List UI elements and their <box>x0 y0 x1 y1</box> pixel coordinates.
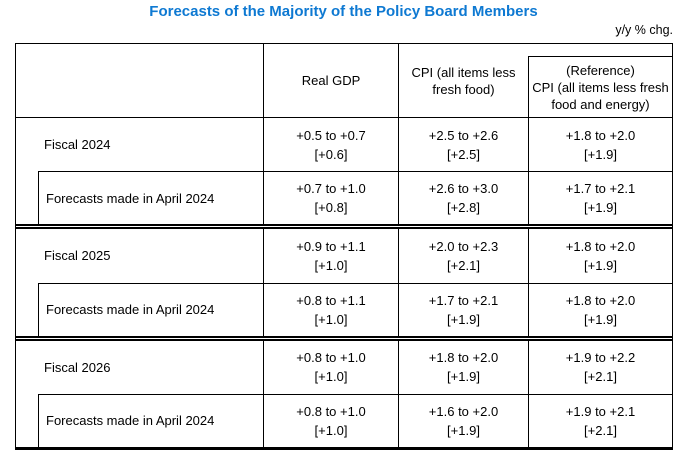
forecast-range: +2.0 to +2.3 <box>428 238 499 254</box>
forecast-range: +1.7 to +2.1 <box>428 292 499 308</box>
forecast-range: +1.9 to +2.2 <box>565 350 636 366</box>
forecast-cell-gdp: +0.9 to +1.1 [+1.0] <box>263 229 398 283</box>
forecast-range: +0.9 to +1.1 <box>296 238 366 254</box>
forecast-cell-gdp: +0.8 to +1.0 [+1.0] <box>263 340 398 394</box>
forecast-cell-gdp: +0.5 to +0.7 [+0.6] <box>263 118 398 172</box>
forecast-cell-reference: +1.9 to +2.1 [+2.1] <box>528 393 672 447</box>
april-forecast-row: Forecasts made in April 2024 +0.8 to +1.… <box>16 282 672 336</box>
fiscal-year-row: Fiscal 2024 +0.5 to +0.7 [+0.6] +2.5 to … <box>16 118 672 172</box>
forecast-range: +1.8 to +2.0 <box>565 238 636 254</box>
forecast-cell-reference: +1.7 to +2.1 [+1.9] <box>528 171 672 225</box>
april-forecast-label-cell: Forecasts made in April 2024 <box>16 282 263 336</box>
header-reference-line1: (Reference) <box>566 62 635 78</box>
april-forecast-row: Forecasts made in April 2024 +0.8 to +1.… <box>16 393 672 447</box>
fiscal-year-row: Fiscal 2025 +0.9 to +1.1 [+1.0] +2.0 to … <box>16 229 672 283</box>
header-cpi: CPI (all items less fresh food) <box>398 44 528 117</box>
forecast-range: +1.8 to +2.0 <box>565 127 636 143</box>
forecast-median: [+0.8] <box>314 200 348 216</box>
forecast-cell-reference: +1.8 to +2.0 [+1.9] <box>528 229 672 283</box>
forecast-median: [+1.0] <box>314 422 348 438</box>
forecast-median: [+1.9] <box>447 369 480 385</box>
forecast-range: +1.8 to +2.0 <box>428 350 499 366</box>
forecast-range: +1.9 to +2.1 <box>565 403 636 419</box>
april-forecast-row: Forecasts made in April 2024 +0.7 to +1.… <box>16 171 672 225</box>
forecast-median: [+1.0] <box>314 257 348 273</box>
forecast-median: [+2.8] <box>447 200 480 216</box>
forecast-median: [+1.9] <box>584 257 617 273</box>
forecast-median: [+1.0] <box>314 311 348 327</box>
forecast-median: [+1.9] <box>584 146 617 162</box>
unit-label: y/y % chg. <box>615 23 673 37</box>
forecast-median: [+1.9] <box>447 311 480 327</box>
forecast-cell-reference: +1.9 to +2.2 [+2.1] <box>528 340 672 394</box>
forecast-median: [+1.9] <box>584 311 617 327</box>
header-cpi-reference-cell: (Reference) CPI (all items less fresh fo… <box>528 44 672 117</box>
forecast-range: +0.8 to +1.1 <box>296 292 366 308</box>
forecast-range: +0.8 to +1.0 <box>296 350 366 366</box>
forecast-cell-gdp: +0.7 to +1.0 [+0.8] <box>263 171 398 225</box>
forecast-median: [+2.1] <box>447 257 480 273</box>
april-forecast-label: Forecasts made in April 2024 <box>38 393 263 447</box>
forecast-cell-cpi: +1.7 to +2.1 [+1.9] <box>398 282 528 336</box>
forecast-median: [+2.1] <box>584 369 617 385</box>
table-header-row: Real GDP CPI (all items less fresh food)… <box>16 44 672 118</box>
fiscal-year-row: Fiscal 2026 +0.8 to +1.0 [+1.0] +1.8 to … <box>16 340 672 394</box>
forecast-cell-cpi: +1.6 to +2.0 [+1.9] <box>398 393 528 447</box>
forecast-cell-reference: +1.8 to +2.0 [+1.9] <box>528 282 672 336</box>
fiscal-year-label: Fiscal 2026 <box>44 359 111 375</box>
header-reference-line2: CPI (all items less fresh food and energ… <box>532 79 669 112</box>
fiscal-2026-group: Fiscal 2026 +0.8 to +1.0 [+1.0] +1.8 to … <box>16 335 672 447</box>
header-real-gdp: Real GDP <box>263 44 398 117</box>
header-cpi-reference-box: (Reference) CPI (all items less fresh fo… <box>528 56 672 117</box>
forecast-cell-gdp: +0.8 to +1.0 [+1.0] <box>263 393 398 447</box>
page-title: Forecasts of the Majority of the Policy … <box>149 3 538 20</box>
forecast-table: Real GDP CPI (all items less fresh food)… <box>15 43 673 450</box>
forecast-range: +0.7 to +1.0 <box>296 181 366 197</box>
forecast-cell-cpi: +1.8 to +2.0 [+1.9] <box>398 340 528 394</box>
forecast-median: [+1.9] <box>584 200 617 216</box>
forecast-range: +2.6 to +3.0 <box>428 181 499 197</box>
forecast-range: +0.5 to +0.7 <box>296 127 366 143</box>
fiscal-2024-group: Fiscal 2024 +0.5 to +0.7 [+0.6] +2.5 to … <box>16 118 672 225</box>
fiscal-2025-group: Fiscal 2025 +0.9 to +1.1 [+1.0] +2.0 to … <box>16 224 672 336</box>
forecast-median: [+0.6] <box>314 146 348 162</box>
forecast-cell-cpi: +2.6 to +3.0 [+2.8] <box>398 171 528 225</box>
forecast-cell-gdp: +0.8 to +1.1 [+1.0] <box>263 282 398 336</box>
forecast-median: [+2.1] <box>584 422 617 438</box>
forecast-cell-cpi: +2.5 to +2.6 [+2.5] <box>398 118 528 172</box>
april-forecast-label-cell: Forecasts made in April 2024 <box>16 171 263 225</box>
april-forecast-label: Forecasts made in April 2024 <box>38 282 263 336</box>
fiscal-year-label: Fiscal 2025 <box>44 248 111 264</box>
forecast-range: +0.8 to +1.0 <box>296 403 366 419</box>
forecast-range: +1.8 to +2.0 <box>565 292 636 308</box>
april-forecast-label: Forecasts made in April 2024 <box>38 171 263 225</box>
forecast-cell-cpi: +2.0 to +2.3 [+2.1] <box>398 229 528 283</box>
forecast-range: +1.6 to +2.0 <box>428 403 499 419</box>
april-forecast-label-cell: Forecasts made in April 2024 <box>16 393 263 447</box>
forecast-range: +2.5 to +2.6 <box>428 127 499 143</box>
forecast-median: [+1.0] <box>314 369 348 385</box>
forecast-median: [+2.5] <box>447 146 480 162</box>
forecast-range: +1.7 to +2.1 <box>565 181 636 197</box>
forecast-median: [+1.9] <box>447 422 480 438</box>
fiscal-year-label: Fiscal 2024 <box>44 137 111 153</box>
header-empty-cell <box>16 44 263 117</box>
forecast-cell-reference: +1.8 to +2.0 [+1.9] <box>528 118 672 172</box>
